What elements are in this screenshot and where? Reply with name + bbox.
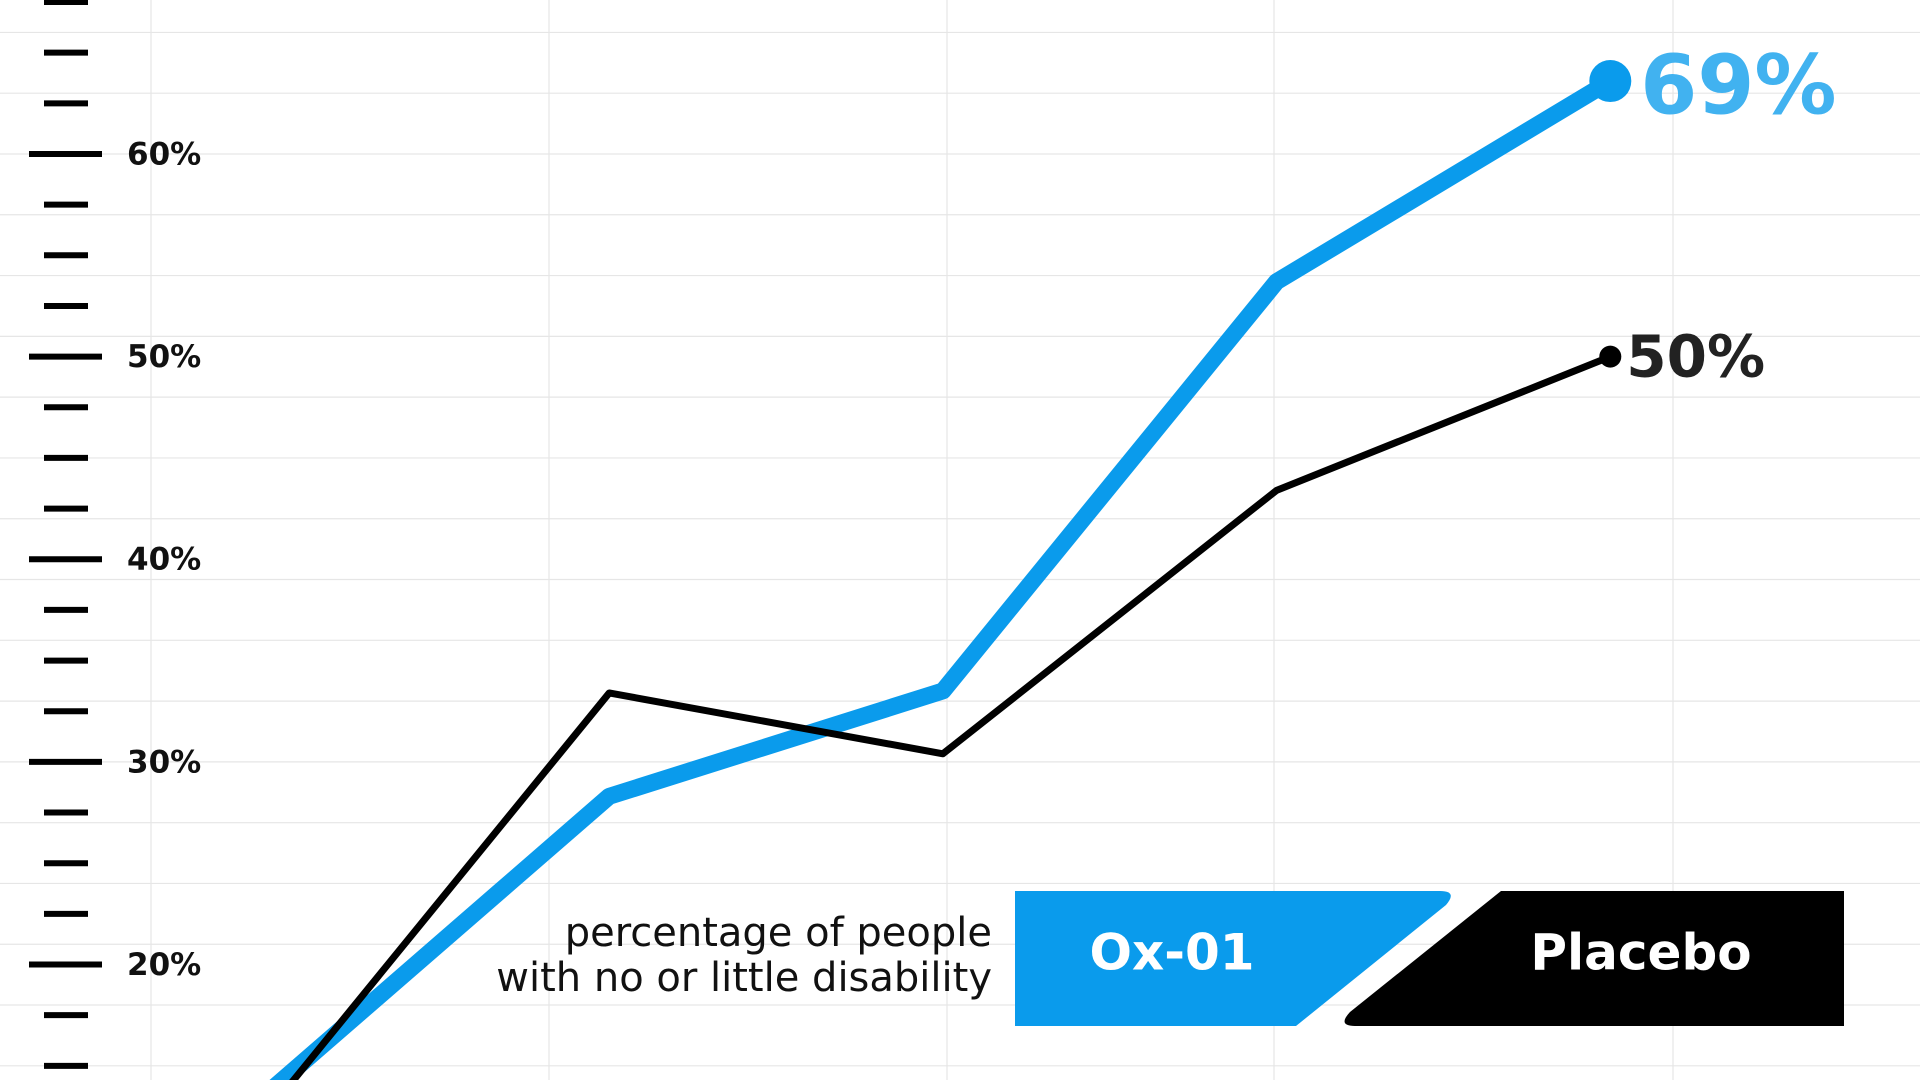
end-point — [1599, 345, 1622, 368]
legend-swatch — [1344, 891, 1844, 1026]
legend-label: Ox-01 — [1089, 924, 1254, 982]
y-tick-label: 50% — [127, 339, 201, 375]
end-point — [1589, 60, 1632, 103]
y-tick-label: 40% — [127, 542, 201, 578]
y-tick-label: 30% — [127, 744, 201, 780]
legend-label: Placebo — [1530, 924, 1751, 982]
series-line — [269, 72, 1619, 1080]
series-line — [289, 353, 1614, 1080]
legend-title: with no or little disability — [496, 955, 992, 1001]
legend-title: percentage of people — [565, 910, 992, 956]
end-annotation: 50% — [1626, 323, 1765, 391]
y-tick-label: 20% — [127, 947, 201, 983]
legend-swatch — [1015, 891, 1451, 1026]
y-tick-label: 60% — [127, 136, 201, 172]
end-annotation: 69% — [1640, 39, 1836, 134]
